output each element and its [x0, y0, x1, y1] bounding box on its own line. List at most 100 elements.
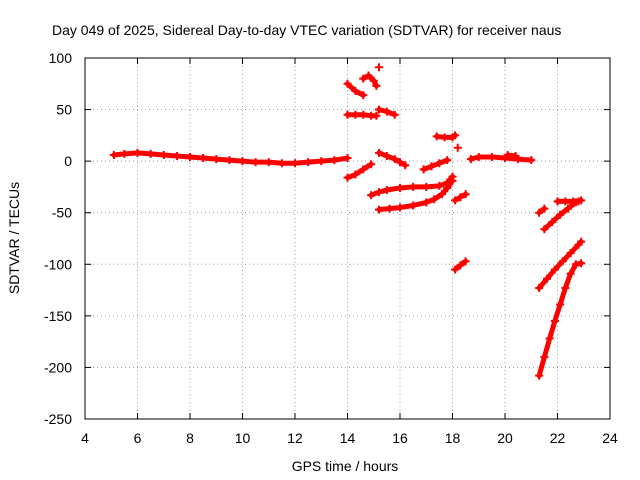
data-point — [474, 153, 483, 162]
data-point — [535, 371, 544, 380]
data-point — [382, 107, 391, 116]
data-point — [359, 165, 368, 174]
y-tick-label: 50 — [56, 102, 72, 118]
y-tick-label: -200 — [44, 359, 72, 375]
data-point — [511, 151, 520, 160]
y-tick-label: 100 — [49, 50, 73, 66]
data-segment — [535, 259, 586, 380]
data-point — [535, 284, 544, 293]
tick-labels: 4 6 8 10 12 14 16 18 20 22 24 100 50 0 -50 -100 -150 -200… — [44, 50, 618, 446]
data-point — [396, 158, 404, 167]
data-point — [351, 87, 360, 96]
data-point — [375, 205, 383, 214]
data-segment — [375, 148, 410, 170]
data-trace — [421, 157, 450, 172]
data-point — [487, 153, 496, 162]
data-point — [430, 195, 439, 204]
data-points — [109, 63, 586, 380]
y-tick-label: -250 — [44, 411, 72, 427]
data-point — [343, 173, 352, 182]
data-point — [556, 210, 565, 219]
y-tick-label: -100 — [44, 256, 72, 272]
data-point — [330, 156, 339, 165]
data-segment — [451, 257, 470, 274]
data-point — [409, 201, 418, 210]
x-tick-label: 16 — [392, 430, 408, 446]
data-point — [109, 150, 118, 159]
data-point — [548, 217, 557, 226]
data-point — [364, 71, 373, 80]
data-point — [566, 269, 575, 278]
data-point — [545, 334, 554, 343]
data-point — [372, 81, 381, 90]
x-tick-label: 8 — [186, 430, 194, 446]
chart-title: Day 049 of 2025, Sidereal Day-to-day VTE… — [52, 22, 561, 38]
data-point — [553, 197, 562, 206]
data-point — [456, 261, 465, 270]
data-point — [146, 149, 155, 158]
x-axis-label: GPS time / hours — [292, 458, 399, 474]
data-point — [422, 182, 431, 191]
x-tick-label: 22 — [550, 430, 566, 446]
x-tick-label: 12 — [287, 430, 303, 446]
data-point — [566, 248, 575, 257]
data-segment — [375, 63, 383, 72]
y-tick-label: 0 — [64, 153, 72, 169]
data-point — [466, 155, 475, 164]
data-point — [375, 148, 383, 157]
data-point — [375, 188, 383, 197]
data-point — [564, 204, 572, 213]
data-point — [443, 156, 452, 165]
x-tick-label: 20 — [497, 430, 513, 446]
data-point — [359, 110, 368, 119]
data-segment — [553, 197, 583, 206]
data-point — [461, 190, 470, 199]
data-segment — [466, 153, 536, 165]
data-point — [558, 257, 567, 266]
data-point — [291, 159, 299, 168]
data-point — [304, 158, 313, 167]
data-point — [461, 257, 470, 266]
data-point — [159, 150, 168, 159]
data-point — [419, 165, 428, 174]
data-point — [561, 197, 570, 206]
data-point — [382, 186, 391, 195]
data-segment — [343, 79, 368, 100]
data-point — [199, 154, 208, 163]
data-trace — [360, 73, 379, 89]
x-tick-label: 4 — [81, 430, 89, 446]
data-point — [540, 353, 549, 362]
data-segment — [375, 105, 399, 119]
data-point — [359, 74, 368, 83]
data-segment — [343, 110, 381, 120]
data-segment — [535, 237, 586, 293]
data-point — [343, 154, 352, 163]
data-point — [574, 197, 583, 206]
data-point — [451, 265, 460, 274]
data-segment — [503, 150, 520, 160]
data-segment — [453, 143, 462, 152]
data-point — [390, 155, 399, 164]
y-tick-label: -150 — [44, 308, 72, 324]
data-segment — [109, 148, 352, 168]
data-point — [367, 191, 376, 200]
y-axis-label: SDTVAR / TECUs — [6, 182, 22, 294]
x-tick-label: 6 — [134, 430, 142, 446]
data-point — [372, 111, 381, 120]
data-point — [351, 110, 360, 119]
data-point — [540, 225, 549, 234]
x-tick-label: 24 — [602, 430, 618, 446]
plot-frame — [84, 57, 611, 420]
data-point — [385, 204, 394, 213]
data-point — [456, 193, 465, 202]
data-point — [375, 105, 383, 114]
data-point — [577, 259, 586, 268]
data-point — [527, 156, 536, 165]
data-point — [351, 170, 360, 179]
data-point — [401, 161, 410, 170]
data-point — [277, 159, 286, 168]
data-point — [396, 203, 404, 212]
data-segment — [343, 160, 376, 182]
